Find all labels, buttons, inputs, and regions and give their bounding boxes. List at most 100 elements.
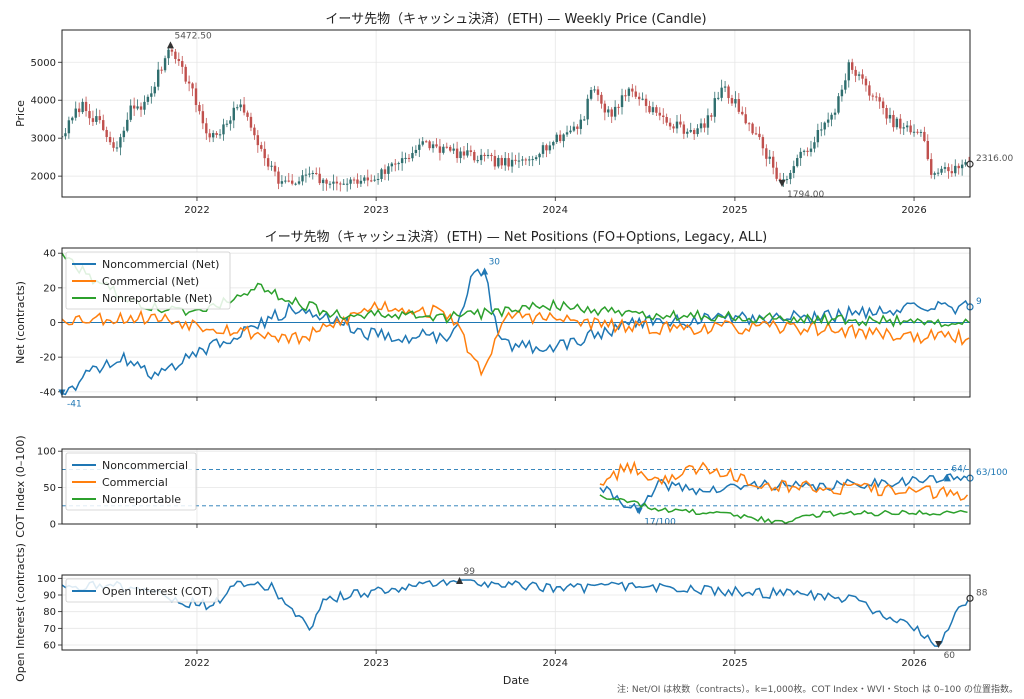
candle-body (960, 164, 964, 169)
y-tick-label: 3000 (31, 134, 56, 145)
candle-body (943, 167, 947, 169)
last-label: 2316.00 (976, 154, 1013, 164)
candle-body (675, 121, 679, 129)
candle-body (315, 172, 318, 174)
candle-body (363, 177, 366, 181)
candle-body (778, 178, 782, 181)
candle-body (662, 115, 665, 118)
candle-body (885, 108, 888, 119)
candle-body (888, 114, 892, 119)
y-tick-label: 70 (43, 624, 56, 635)
legend-label: Nonreportable (102, 493, 181, 506)
candle-body (785, 179, 789, 181)
candle-body (689, 130, 692, 132)
candle-body (239, 104, 242, 108)
y-axis-label: Price (14, 100, 27, 127)
candle-body (565, 132, 569, 135)
legend-label: Noncommercial (102, 459, 188, 472)
candle-body (418, 144, 421, 150)
candle-body (301, 175, 304, 182)
candle-body (177, 59, 181, 62)
candle-body (844, 80, 847, 90)
candle-body (242, 104, 246, 113)
candle-body (607, 109, 610, 113)
candle-body (349, 179, 352, 184)
candle-body (912, 131, 916, 133)
candle-body (184, 66, 187, 82)
candle-body (682, 124, 686, 134)
candle-body (936, 172, 940, 174)
candle-body (775, 167, 778, 179)
x-tick-label: 2025 (722, 205, 747, 216)
candle-body (820, 129, 823, 131)
candle-body (847, 62, 850, 81)
candle-body (768, 156, 771, 159)
y-tick-label: 90 (43, 591, 56, 602)
candle-body (266, 158, 270, 167)
candle-body (919, 131, 923, 133)
candle-body (737, 99, 741, 112)
legend-label: Commercial (102, 476, 168, 489)
x-tick-label: 2026 (901, 205, 926, 216)
series-line-nonreportable (599, 494, 968, 524)
panel-title: イーサ先物（キャッシュ決済）(ETH) — Net Positions (FO+… (265, 229, 767, 245)
candle-body (411, 152, 414, 159)
max-marker (943, 474, 951, 482)
candle-body (452, 148, 455, 151)
candle-body (957, 165, 960, 169)
candle-body (840, 89, 844, 97)
legend-label: Noncommercial (Net) (102, 258, 219, 271)
candle-body (672, 126, 675, 129)
candle-body (916, 131, 919, 133)
candle-body (665, 117, 668, 123)
plot-area-price (62, 44, 970, 192)
candle-body (926, 140, 929, 160)
candle-body (366, 177, 369, 181)
candle-body (345, 183, 349, 185)
candle-body (923, 131, 926, 141)
candle-body (153, 86, 156, 94)
candle-body (881, 101, 885, 109)
candle-body (136, 106, 139, 109)
y-axis-label: Open Interest (contracts) (14, 543, 27, 682)
candle-body (459, 151, 462, 159)
candle-body (799, 151, 802, 159)
y-tick-label: 0 (50, 318, 56, 329)
panel-title: イーサ先物（キャッシュ決済）(ETH) — Weekly Price (Cand… (325, 11, 706, 27)
y-tick-label: -20 (40, 353, 56, 364)
candle-body (339, 183, 342, 185)
y-tick-label: 5000 (31, 58, 56, 69)
candle-body (102, 120, 105, 130)
candle-body (150, 93, 153, 97)
candle-body (435, 144, 438, 147)
candle-body (132, 105, 136, 109)
candle-body (555, 134, 558, 143)
candle-body (442, 146, 445, 153)
candle-body (105, 129, 108, 138)
candle-body (479, 154, 483, 161)
candle-body (308, 173, 311, 175)
candle-body (940, 168, 943, 173)
candle-body (383, 169, 387, 174)
axes-frame (61, 29, 971, 198)
candle-body (407, 157, 411, 159)
series-line-commercial (599, 460, 969, 501)
candle-body (826, 119, 830, 123)
candle-body (871, 95, 875, 97)
candle-body (376, 178, 380, 180)
candle-body (552, 142, 555, 146)
candle-body (548, 145, 552, 151)
candle-body (751, 123, 754, 134)
candle-body (277, 171, 280, 184)
candle-body (692, 130, 696, 135)
candle-body (909, 125, 912, 133)
min-label: -41 (67, 400, 82, 410)
candle-body (198, 105, 201, 112)
candle-body (579, 119, 582, 129)
candle-body (211, 132, 215, 138)
candle-body (414, 149, 418, 153)
candle-body (486, 154, 490, 157)
candle-body (421, 141, 424, 145)
candle-body (370, 180, 373, 182)
candle-body (404, 157, 407, 159)
